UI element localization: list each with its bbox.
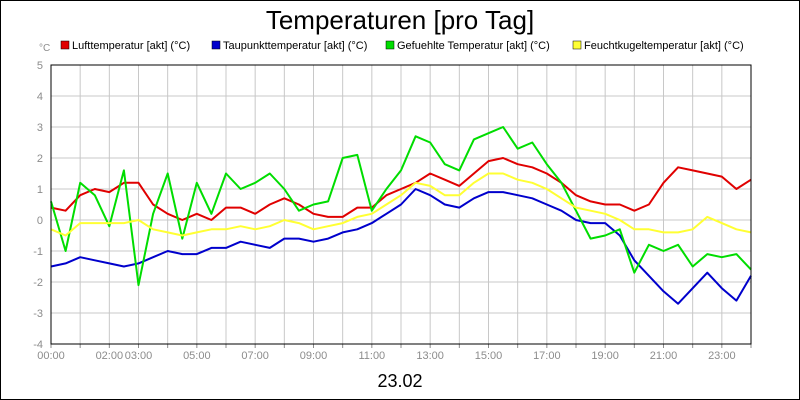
legend-label: Feuchtkugeltemperatur [akt] (°C)	[584, 40, 744, 52]
y-tick-label: 5	[37, 60, 43, 72]
x-tick-label: 02:00	[96, 350, 124, 362]
legend-label: Lufttemperatur [akt] (°C)	[72, 40, 190, 52]
chart-title: Temperaturen [pro Tag]	[266, 5, 534, 35]
y-tick-label: 2	[37, 153, 43, 165]
x-tick-label: 23:00	[708, 350, 736, 362]
x-tick-label: 11:00	[358, 350, 385, 362]
y-tick-label: 4	[37, 91, 43, 103]
y-tick-label: -4	[33, 339, 43, 351]
x-tick-label: 21:00	[650, 350, 678, 362]
y-tick-label: 0	[37, 215, 43, 227]
series-line-2	[50, 188, 752, 305]
y-tick-label: -2	[33, 277, 43, 289]
y-tick-label: 3	[37, 122, 43, 134]
x-tick-label: 09:00	[300, 350, 328, 362]
series-line-1	[50, 157, 752, 221]
date-label: 23.02	[377, 371, 422, 391]
x-tick-label: 17:00	[533, 350, 561, 362]
x-tick-label: 13:00	[416, 350, 444, 362]
legend-swatch	[385, 40, 395, 50]
y-tick-label: 1	[37, 184, 43, 196]
x-axis-ticks: 00:00 02:00 03:00 05:00 07:00 09:00 11:00 13:00…	[37, 344, 752, 362]
legend-swatch	[211, 40, 221, 50]
y-tick-label: -3	[33, 308, 43, 320]
x-tick-label: 19:00	[591, 350, 619, 362]
series-line-4	[50, 172, 752, 237]
x-tick-label: 00:00	[37, 350, 65, 362]
x-tick-label: 15:00	[475, 350, 503, 362]
x-tick-label: 07:00	[241, 350, 269, 362]
series-lines	[50, 126, 752, 305]
plot-area-border	[50, 64, 752, 345]
y-axis-unit: °C	[39, 43, 50, 54]
y-tick-label: -1	[33, 246, 43, 258]
legend-label: Taupunkttemperatur [akt] (°C)	[223, 40, 367, 52]
x-tick-label: 05:00	[183, 350, 211, 362]
x-tick-label: 03:00	[125, 350, 153, 362]
y-axis-ticks: 5 4 3 2 1 0 -1 -2 -3 -4	[33, 60, 43, 351]
series-line-3	[50, 126, 752, 287]
grid	[50, 64, 752, 345]
legend-swatch	[572, 40, 582, 50]
legend: Lufttemperatur [akt] (°C) Taupunkttempera…	[60, 40, 744, 52]
legend-label: Gefuehlte Temperatur [akt] (°C)	[397, 40, 550, 52]
legend-swatch	[60, 40, 70, 50]
